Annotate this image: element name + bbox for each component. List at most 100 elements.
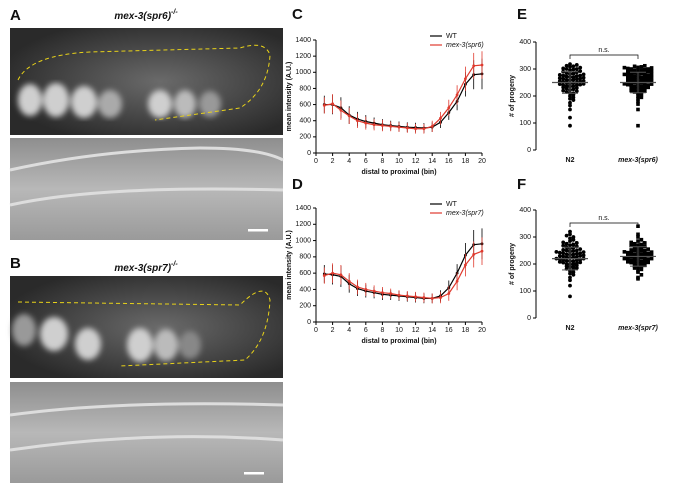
point	[455, 279, 459, 283]
dot	[568, 275, 572, 280]
point	[414, 127, 417, 131]
dot	[564, 63, 569, 68]
panel-label: C	[292, 6, 303, 23]
dot	[632, 262, 637, 266]
dot	[643, 83, 647, 88]
dot	[557, 250, 562, 255]
dot	[574, 266, 579, 270]
legend-label: mex-3(spr6)	[446, 42, 484, 49]
dot	[574, 244, 579, 249]
dot	[554, 249, 559, 254]
dot	[636, 239, 640, 243]
x-tick-label: mex-3(spr6)	[618, 157, 658, 164]
y-tick-label: 1200	[295, 221, 311, 228]
dot	[561, 260, 566, 265]
dot	[629, 260, 633, 265]
significance-label: n.s.	[598, 215, 609, 222]
dot	[632, 266, 637, 270]
dot	[571, 252, 576, 257]
y-tick-label: 400	[299, 286, 311, 293]
dot	[636, 96, 640, 101]
point	[472, 253, 476, 256]
dot	[639, 264, 644, 269]
dot	[561, 83, 566, 88]
y-tick-label: 0	[527, 315, 531, 322]
dot	[632, 248, 637, 253]
dot	[571, 77, 576, 82]
point	[422, 127, 426, 131]
dot	[574, 83, 579, 88]
dot	[568, 294, 572, 299]
dot	[564, 86, 569, 91]
dot	[571, 75, 576, 79]
x-tick-label: 4	[347, 158, 351, 165]
dot	[639, 71, 644, 76]
dot	[568, 283, 572, 288]
x-tick-label: 16	[445, 327, 453, 334]
series-line	[324, 243, 483, 299]
dot	[578, 65, 583, 70]
dot	[629, 243, 633, 248]
dot	[568, 96, 572, 101]
dot	[626, 66, 630, 71]
dot	[643, 241, 647, 245]
point	[447, 292, 451, 295]
dot	[636, 235, 640, 239]
dot	[636, 265, 640, 270]
scale-bar	[244, 472, 264, 475]
dot	[629, 88, 633, 93]
texture	[9, 402, 284, 452]
dot	[571, 272, 576, 277]
dot	[639, 78, 644, 82]
y-tick-label: 100	[519, 288, 531, 295]
dot	[649, 69, 654, 73]
significance-bracket	[569, 54, 639, 59]
point	[347, 279, 351, 283]
y-axis-label: # of progeny	[509, 75, 516, 117]
x-tick-label: 12	[412, 158, 420, 165]
x-axis-label: distal to proximal (bin)	[361, 169, 436, 176]
dot	[649, 253, 654, 258]
x-tick-label: 6	[364, 158, 368, 165]
dot	[643, 63, 647, 68]
dot	[574, 77, 579, 82]
y-tick-label: 300	[519, 66, 531, 73]
dot	[568, 239, 572, 243]
y-tick-label: 400	[519, 39, 531, 46]
panel-title: mex-3(spr6)-/-	[114, 9, 178, 22]
point	[364, 288, 368, 291]
dot	[626, 73, 630, 77]
dot	[629, 86, 633, 90]
y-tick-label: 400	[519, 207, 531, 214]
dot	[574, 89, 579, 94]
dot	[568, 64, 572, 69]
x-tick-label: 2	[331, 327, 335, 334]
dot	[639, 95, 644, 100]
dot	[578, 247, 583, 252]
panel-b: B mex-3(spr7)-/-	[9, 255, 284, 483]
dot	[557, 73, 562, 77]
dot	[622, 65, 627, 70]
dot	[639, 92, 644, 97]
dot	[564, 248, 569, 253]
legend-label: mex-3(spr7)	[446, 210, 484, 217]
point	[372, 289, 376, 293]
y-tick-label: 800	[299, 85, 311, 92]
x-tick-label: 12	[412, 327, 420, 334]
dot	[571, 87, 576, 92]
dot	[636, 123, 640, 128]
point	[422, 296, 426, 299]
nuclei	[12, 314, 201, 362]
point	[405, 294, 409, 298]
dot	[561, 88, 566, 93]
dot	[629, 240, 633, 245]
dot	[568, 103, 572, 108]
dot	[561, 243, 566, 248]
dot	[574, 63, 579, 67]
dot	[643, 263, 647, 268]
dot	[639, 249, 644, 253]
dot	[626, 76, 630, 80]
dot	[574, 255, 579, 259]
x-tick-label: 0	[314, 158, 318, 165]
